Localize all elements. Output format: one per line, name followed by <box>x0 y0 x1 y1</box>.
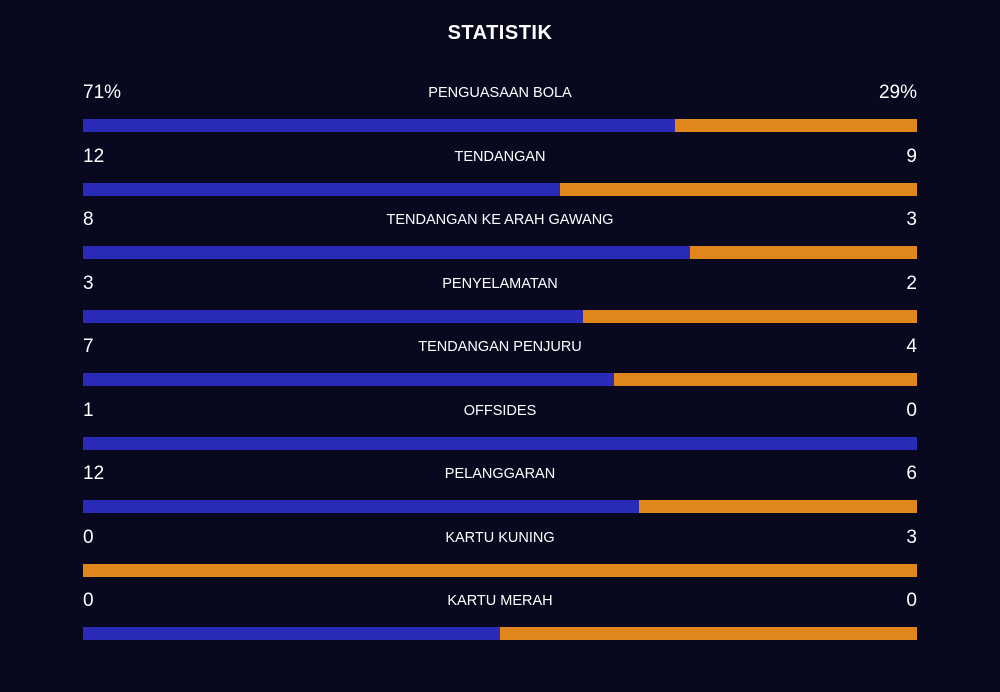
away-bar-segment <box>689 246 917 259</box>
away-bar-segment <box>638 500 917 513</box>
stat-bar <box>83 436 917 450</box>
stat-row: 7 TENDANGAN PENJURU 4 <box>83 334 917 398</box>
home-value: 71% <box>83 82 122 103</box>
stat-label: TENDANGAN <box>454 148 546 165</box>
stat-row-header: 0 KARTU MERAH 0 <box>83 588 917 616</box>
stat-bar <box>83 500 917 513</box>
stat-row-header: 3 PENYELAMATAN 2 <box>83 271 917 299</box>
away-value: 2 <box>906 272 917 294</box>
stat-label: PELANGGARAN <box>444 466 556 482</box>
home-bar-segment <box>83 119 676 132</box>
home-bar-segment <box>83 373 614 386</box>
stat-bar <box>83 119 917 132</box>
home-value: 12 <box>83 463 105 484</box>
home-value: 7 <box>83 336 94 357</box>
stat-label: PENYELAMATAN <box>442 275 558 292</box>
stat-row: 71% PENGUASAAN BOLA 29% <box>83 80 917 144</box>
stat-row: 1 OFFSIDES 0 <box>83 398 917 462</box>
stat-row-header: 8 TENDANGAN KE ARAH GAWANG 3 <box>83 207 917 235</box>
stat-row-header: 12 PELANGGARAN 6 <box>83 461 917 489</box>
stat-row-header: 1 OFFSIDES 0 <box>83 398 917 426</box>
stats-list: 71% PENGUASAAN BOLA 29% 12 TENDANGAN 9 8 TENDAN… <box>83 80 917 652</box>
stat-label: TENDANGAN KE ARAH GAWANG <box>386 212 614 228</box>
home-value: 3 <box>83 272 94 294</box>
away-bar-segment <box>675 119 917 132</box>
away-bar-segment <box>83 563 917 577</box>
stat-row: 8 TENDANGAN KE ARAH GAWANG 3 <box>83 207 917 271</box>
stat-bar <box>83 627 917 640</box>
home-value: 1 <box>83 399 94 421</box>
away-value: 29% <box>878 82 917 103</box>
away-value: 0 <box>906 399 917 421</box>
home-bar-segment <box>83 500 639 513</box>
stat-row: 12 TENDANGAN 9 <box>83 144 917 208</box>
away-value: 6 <box>906 463 917 484</box>
home-bar-segment <box>83 309 584 323</box>
away-value: 9 <box>906 145 917 167</box>
home-value: 12 <box>83 145 105 167</box>
stat-row: 0 KARTU MERAH 0 <box>83 588 917 652</box>
stat-row: 12 PELANGGARAN 6 <box>83 461 917 525</box>
away-bar-segment <box>559 182 917 196</box>
away-value: 3 <box>906 526 917 548</box>
home-value: 0 <box>83 590 94 611</box>
away-bar-segment <box>500 627 917 640</box>
stat-row-header: 7 TENDANGAN PENJURU 4 <box>83 334 917 362</box>
home-bar-segment <box>83 436 917 450</box>
stat-label: OFFSIDES <box>463 402 537 419</box>
away-value: 3 <box>906 209 917 230</box>
home-value: 8 <box>83 209 94 230</box>
away-value: 0 <box>906 590 917 611</box>
page-title: STATISTIK <box>447 22 553 44</box>
stat-row: 3 PENYELAMATAN 2 <box>83 271 917 335</box>
away-value: 4 <box>906 336 917 357</box>
stat-bar <box>83 246 917 259</box>
home-value: 0 <box>83 526 94 548</box>
stat-row-header: 12 TENDANGAN 9 <box>83 144 917 172</box>
stat-bar <box>83 373 917 386</box>
stat-row: 0 KARTU KUNING 3 <box>83 525 917 589</box>
stat-row-header: 71% PENGUASAAN BOLA 29% <box>83 80 917 108</box>
stat-bar <box>83 563 917 577</box>
home-bar-segment <box>83 246 690 259</box>
stat-row-header: 0 KARTU KUNING 3 <box>83 525 917 553</box>
away-bar-segment <box>583 309 917 323</box>
home-bar-segment <box>83 627 500 640</box>
stat-bar <box>83 309 917 323</box>
stat-label: PENGUASAAN BOLA <box>428 85 572 101</box>
stat-bar <box>83 182 917 196</box>
away-bar-segment <box>613 373 917 386</box>
stat-label: TENDANGAN PENJURU <box>418 339 582 355</box>
stat-label: KARTU MERAH <box>447 593 553 609</box>
home-bar-segment <box>83 182 560 196</box>
stat-label: KARTU KUNING <box>445 529 555 546</box>
